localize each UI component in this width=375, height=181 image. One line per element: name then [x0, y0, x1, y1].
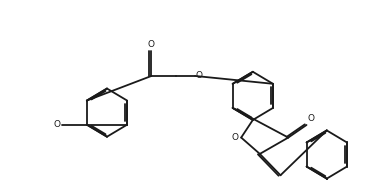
Text: O: O — [231, 133, 238, 142]
Text: O: O — [308, 114, 315, 123]
Text: O: O — [196, 71, 203, 81]
Text: O: O — [54, 120, 61, 129]
Text: O: O — [148, 40, 155, 49]
